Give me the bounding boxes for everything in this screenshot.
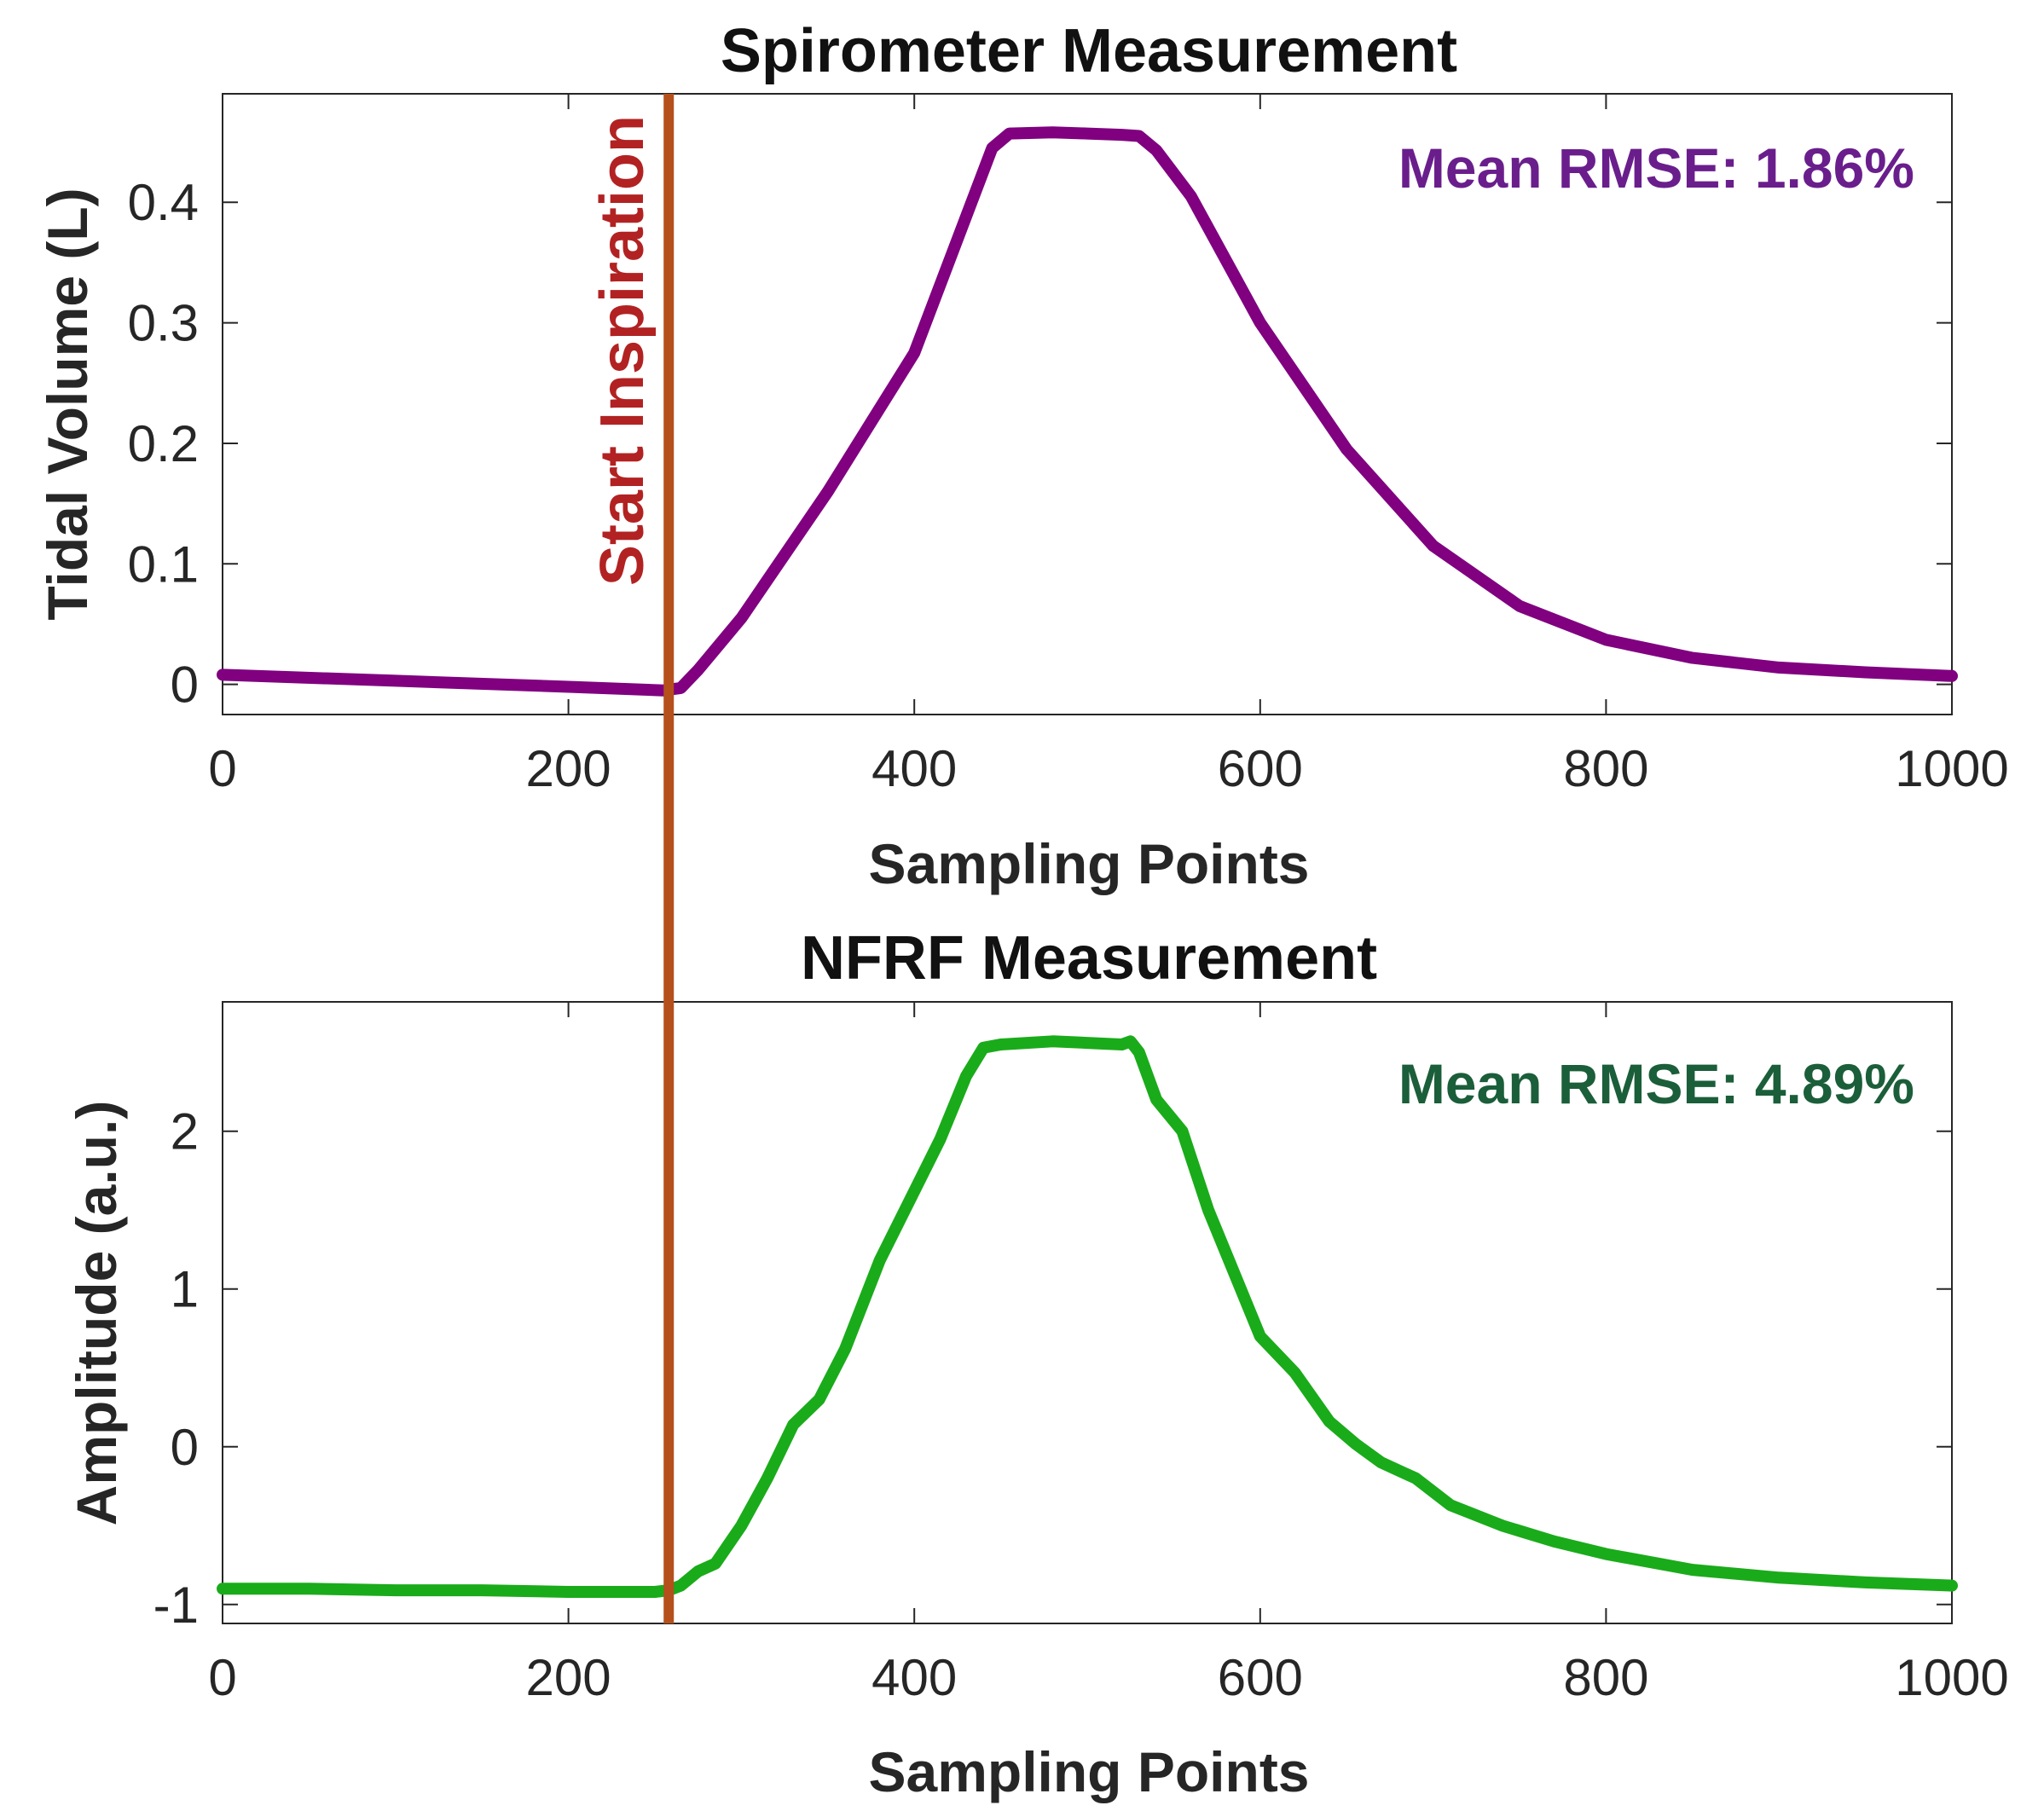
spirometer-title: Spirometer Measurement — [721, 17, 1457, 85]
nfrf-ytick-label: 1 — [171, 1261, 199, 1318]
spirometer-xtick-label: 200 — [526, 740, 611, 797]
nfrf-xlabel: Sampling Points — [868, 1740, 1309, 1803]
spirometer-annotation: Mean RMSE: 1.86% — [1398, 136, 1914, 200]
nfrf-xtick-label: 200 — [526, 1649, 611, 1706]
nfrf-xtick-label: 0 — [208, 1649, 236, 1706]
nfrf-title: NFRF Measurement — [801, 924, 1377, 992]
nfrf-xtick-label: 1000 — [1895, 1649, 2008, 1706]
nfrf-annotation: Mean RMSE: 4.89% — [1398, 1052, 1914, 1115]
spirometer-ytick-label: 0 — [171, 657, 199, 714]
nfrf-ytick-label: 2 — [171, 1103, 199, 1160]
spirometer-xlabel: Sampling Points — [868, 832, 1309, 895]
spirometer-xtick-label: 800 — [1563, 740, 1648, 797]
spirometer-ylabel: Tidal Volume (L) — [36, 188, 99, 620]
nfrf-series-line — [217, 1035, 1958, 1598]
spirometer-xtick-label: 0 — [208, 740, 236, 797]
spirometer-ytick-label: 0.2 — [128, 415, 199, 472]
spirometer-xticks: 0 200 400 600 800 1000 — [208, 94, 2009, 797]
spirometer-xtick-label: 1000 — [1895, 740, 2008, 797]
nfrf-xtick-label: 600 — [1218, 1649, 1303, 1706]
nfrf-xtick-label: 800 — [1563, 1649, 1648, 1706]
spirometer-xtick-label: 600 — [1218, 740, 1303, 797]
nfrf-yticks: -1 0 1 2 — [153, 1103, 1952, 1634]
spirometer-panel: Spirometer Measurement 0 200 400 600 800 1000… — [36, 17, 2009, 895]
start-inspiration-label: Start Inspiration — [588, 115, 657, 586]
nfrf-ytick-label: 0 — [171, 1419, 199, 1476]
nfrf-ylabel: Amplitude (a.u.) — [65, 1101, 128, 1526]
spirometer-series-line — [217, 126, 1958, 697]
spirometer-ytick-label: 0.3 — [128, 295, 199, 352]
nfrf-axes-box — [222, 1001, 1953, 1624]
nfrf-xticks: 0 200 400 600 800 1000 — [208, 1002, 2009, 1706]
nfrf-panel: NFRF Measurement 0 200 400 600 800 1000 -1012… — [65, 924, 2009, 1803]
spirometer-xtick-label: 400 — [871, 740, 957, 797]
spirometer-axes-box — [222, 93, 1953, 715]
nfrf-xtick-label: 400 — [871, 1649, 957, 1706]
spirometer-yticks: 0 0.1 0.2 0.3 0.4 — [128, 174, 1952, 714]
nfrf-ytick-label: -1 — [153, 1577, 199, 1634]
spirometer-ytick-label: 0.1 — [128, 535, 199, 593]
spirometer-ytick-label: 0.4 — [128, 174, 199, 231]
